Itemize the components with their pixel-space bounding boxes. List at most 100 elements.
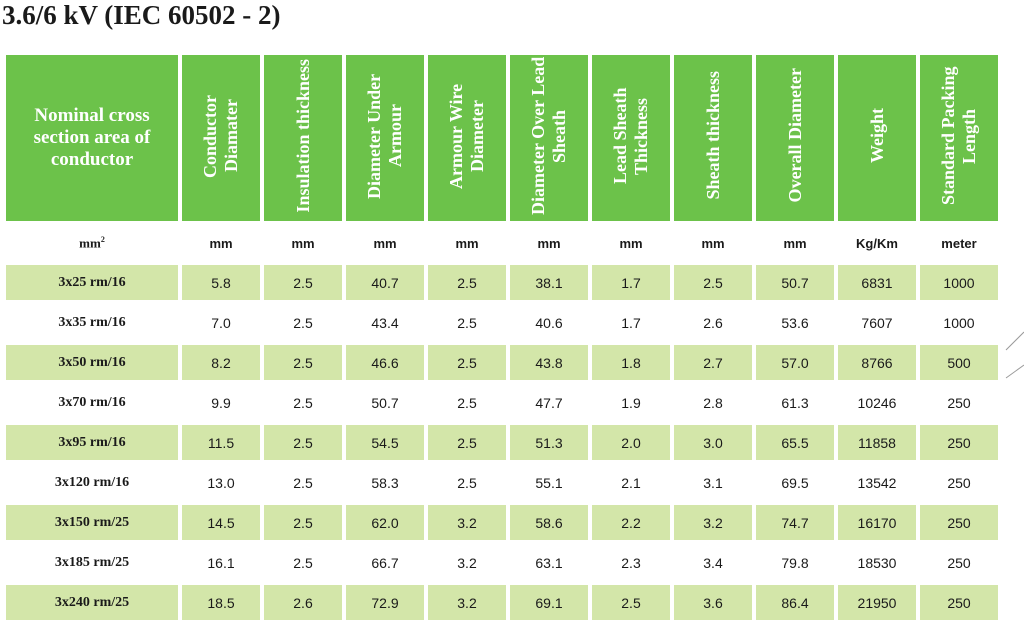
table-cell: 2.5 [264, 465, 342, 505]
table-cell: 2.7 [674, 345, 752, 385]
table-cell: 38.1 [510, 265, 588, 305]
table-cell: 2.5 [264, 305, 342, 345]
page-title: 3.6/6 kV (IEC 60502 - 2) [2, 0, 281, 30]
table-cell: 11.5 [182, 425, 260, 465]
unit-cell: mm [537, 235, 561, 251]
unit-cell: mm [291, 235, 315, 251]
column-header: Insulation thickness [264, 52, 342, 221]
table-cell: 2.5 [428, 305, 506, 345]
column-header-label: Standard Packing Length [938, 66, 979, 205]
table-cell: 74.7 [756, 505, 834, 545]
table-cell: 3.2 [428, 505, 506, 545]
table-cell: 250 [920, 425, 998, 465]
table-cell: 16.1 [182, 545, 260, 585]
table-cell: 1000 [920, 265, 998, 305]
column-header-label: Diameter Over Lead Sheath [528, 56, 569, 215]
table-cell: 13542 [838, 465, 916, 505]
row-label-cell: 3x240 rm/25 [6, 585, 178, 625]
table-cell: 65.5 [756, 425, 834, 465]
column-header: Lead Sheath Thickness [592, 52, 670, 221]
table-row: 3x25 rm/16 5.8 2.5 40.7 2.5 38.1 1.7 2.5 50.7 683… [6, 265, 998, 305]
table-cell: 13.0 [182, 465, 260, 505]
table-cell: 18530 [838, 545, 916, 585]
table-cell: 2.2 [592, 505, 670, 545]
table-cell: 7.0 [182, 305, 260, 345]
table-cell: 54.5 [346, 425, 424, 465]
table-cell: 2.0 [592, 425, 670, 465]
table-cell: 1.9 [592, 385, 670, 425]
table-cell: 2.6 [674, 305, 752, 345]
table-cell: 2.6 [264, 585, 342, 625]
row-label-cell: 3x150 rm/25 [6, 505, 178, 545]
table-cell: 2.5 [428, 465, 506, 505]
table-cell: 1.7 [592, 305, 670, 345]
row-label-cell: 3x70 rm/16 [6, 385, 178, 425]
table-cell: 7607 [838, 305, 916, 345]
table-cell: 69.1 [510, 585, 588, 625]
row-label-cell: 3x35 rm/16 [6, 305, 178, 345]
table-row: 3x35 rm/16 7.0 2.5 43.4 2.5 40.6 1.7 2.6 53.6 760… [6, 305, 998, 345]
table-cell: 69.5 [756, 465, 834, 505]
cable-spec-table: Nominal cross section area of conductor … [2, 52, 1002, 625]
table-cell: 14.5 [182, 505, 260, 545]
row-label-cell: 3x25 rm/16 [6, 265, 178, 305]
unit-cell: meter [941, 235, 977, 251]
unit-cell: mm2 [6, 221, 178, 265]
table-cell: 86.4 [756, 585, 834, 625]
table-cell: 72.9 [346, 585, 424, 625]
column-header: Conductor Diamater [182, 52, 260, 221]
table-cell: 2.5 [428, 385, 506, 425]
table-cell: 46.6 [346, 345, 424, 385]
table-cell: 3.2 [428, 545, 506, 585]
column-header-label: Weight [866, 107, 887, 163]
table-cell: 10246 [838, 385, 916, 425]
unit-label: mm [79, 235, 101, 251]
table-cell: 43.8 [510, 345, 588, 385]
table-cell: 40.6 [510, 305, 588, 345]
row-label-cell: 3x95 rm/16 [6, 425, 178, 465]
column-header-label: Armour Wire Diameter [446, 82, 487, 189]
table-cell: 40.7 [346, 265, 424, 305]
table-cell: 500 [920, 345, 998, 385]
table-cell: 3.2 [428, 585, 506, 625]
table-cell: 2.3 [592, 545, 670, 585]
table-cell: 250 [920, 545, 998, 585]
table-cell: 2.5 [264, 345, 342, 385]
column-header: Armour Wire Diameter [428, 52, 506, 221]
unit-cell: mm [455, 235, 479, 251]
table-row: 3x70 rm/16 9.9 2.5 50.7 2.5 47.7 1.9 2.8 61.3 102… [6, 385, 998, 425]
column-header-label: Diameter Under Armour [364, 72, 405, 199]
table-cell: 8.2 [182, 345, 260, 385]
table-cell: 2.5 [674, 265, 752, 305]
table-row: 3x120 rm/16 13.0 2.5 58.3 2.5 55.1 2.1 3.1 69.5 1… [6, 465, 998, 505]
table-cell: 62.0 [346, 505, 424, 545]
table-cell: 50.7 [346, 385, 424, 425]
table-cell: 2.5 [428, 425, 506, 465]
table-cell: 250 [920, 385, 998, 425]
table-row: 3x240 rm/25 18.5 2.6 72.9 3.2 69.1 2.5 3.6 86.4 2… [6, 585, 998, 625]
table-cell: 250 [920, 465, 998, 505]
column-header-label: Overall Diameter [784, 68, 805, 203]
table-cell: 58.3 [346, 465, 424, 505]
row-label-cell: 3x50 rm/16 [6, 345, 178, 385]
unit-cell: mm [783, 235, 807, 251]
table-cell: 53.6 [756, 305, 834, 345]
table-cell: 16170 [838, 505, 916, 545]
table-cell: 2.5 [428, 265, 506, 305]
table-cell: 2.8 [674, 385, 752, 425]
unit-cell: mm [701, 235, 725, 251]
header-row: Nominal cross section area of conductor … [6, 52, 998, 221]
table-cell: 2.5 [264, 505, 342, 545]
table-row: 3x95 rm/16 11.5 2.5 54.5 2.5 51.3 2.0 3.0 65.5 11… [6, 425, 998, 465]
table-cell: 43.4 [346, 305, 424, 345]
column-header-label: Lead Sheath Thickness [610, 87, 651, 184]
table-cell: 63.1 [510, 545, 588, 585]
table-cell: 5.8 [182, 265, 260, 305]
table-cell: 6831 [838, 265, 916, 305]
table-cell: 8766 [838, 345, 916, 385]
unit-cell: mm [619, 235, 643, 251]
table-cell: 2.5 [428, 345, 506, 385]
column-header-label: Nominal cross section area of conductor [33, 105, 151, 170]
row-label-cell: 3x120 rm/16 [6, 465, 178, 505]
table-cell: 11858 [838, 425, 916, 465]
